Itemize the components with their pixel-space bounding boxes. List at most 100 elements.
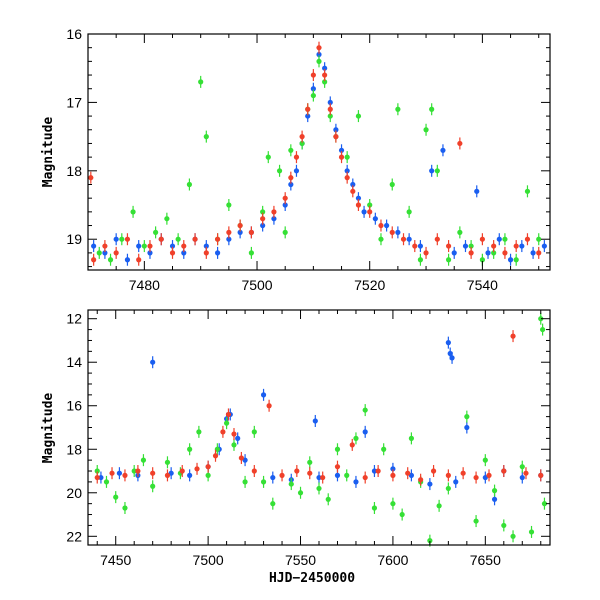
data-point bbox=[122, 472, 128, 478]
data-point bbox=[147, 243, 153, 249]
data-point bbox=[530, 250, 536, 256]
data-point bbox=[186, 181, 193, 188]
data-point bbox=[502, 250, 508, 256]
data-point bbox=[235, 435, 241, 441]
data-point bbox=[445, 485, 451, 492]
data-point bbox=[491, 496, 498, 502]
data-point bbox=[282, 195, 288, 201]
data-point bbox=[468, 243, 474, 249]
data-point bbox=[248, 229, 254, 235]
y-tick-label: 20 bbox=[66, 485, 82, 501]
data-point bbox=[158, 236, 164, 242]
data-point bbox=[513, 243, 519, 249]
data-point bbox=[367, 202, 373, 208]
y-tick-label: 22 bbox=[66, 528, 82, 544]
data-point bbox=[427, 481, 433, 487]
data-point bbox=[187, 446, 193, 452]
data-point bbox=[486, 472, 492, 478]
data-point bbox=[457, 229, 463, 235]
data-point bbox=[169, 243, 176, 249]
data-point bbox=[436, 503, 442, 509]
data-point bbox=[510, 333, 516, 339]
data-point bbox=[320, 474, 326, 481]
data-point bbox=[251, 429, 257, 435]
data-point bbox=[485, 250, 491, 256]
data-point bbox=[538, 316, 544, 322]
data-point bbox=[131, 468, 137, 474]
data-point bbox=[474, 188, 480, 194]
data-point bbox=[384, 222, 390, 229]
data-point bbox=[334, 446, 341, 452]
data-point bbox=[260, 392, 267, 398]
data-point bbox=[305, 106, 311, 112]
x-tick-label: 7550 bbox=[285, 552, 316, 568]
data-point bbox=[434, 236, 440, 242]
data-point bbox=[107, 257, 114, 263]
data-point bbox=[333, 134, 339, 140]
data-point bbox=[378, 236, 384, 242]
data-point bbox=[150, 359, 156, 365]
data-point bbox=[226, 202, 232, 208]
data-point bbox=[299, 134, 305, 140]
data-point bbox=[513, 257, 519, 263]
data-point bbox=[491, 488, 498, 494]
data-point bbox=[187, 472, 193, 478]
data-point bbox=[445, 257, 452, 263]
data-point bbox=[225, 411, 232, 418]
data-point bbox=[541, 243, 547, 249]
y-tick-label: 18 bbox=[66, 441, 82, 457]
data-point bbox=[307, 459, 313, 465]
data-point bbox=[212, 453, 219, 459]
data-point bbox=[338, 147, 345, 153]
data-point bbox=[238, 455, 244, 461]
data-point bbox=[453, 479, 459, 485]
data-point bbox=[381, 446, 387, 452]
data-point bbox=[102, 243, 108, 249]
y-tick-label: 18 bbox=[66, 163, 82, 179]
data-point bbox=[270, 501, 276, 507]
bottom-x-axis-label: HJD−2450000 bbox=[269, 571, 355, 586]
data-point bbox=[124, 236, 131, 242]
data-point bbox=[464, 414, 470, 420]
data-point bbox=[310, 86, 316, 92]
data-point bbox=[271, 216, 277, 222]
data-point bbox=[181, 250, 187, 256]
data-point bbox=[150, 483, 156, 489]
data-point bbox=[417, 257, 424, 263]
data-point bbox=[294, 468, 300, 474]
data-point bbox=[141, 243, 147, 249]
y-tick-label: 16 bbox=[66, 26, 82, 42]
data-point bbox=[355, 113, 362, 119]
data-point bbox=[519, 243, 525, 249]
data-point bbox=[507, 257, 514, 263]
data-point bbox=[496, 236, 502, 242]
data-point bbox=[276, 168, 283, 174]
data-point bbox=[109, 470, 115, 476]
data-point bbox=[130, 209, 136, 215]
data-point bbox=[462, 243, 469, 249]
data-point bbox=[502, 236, 508, 242]
data-point bbox=[260, 222, 266, 229]
data-point bbox=[293, 168, 300, 174]
data-point bbox=[536, 236, 542, 242]
data-point bbox=[362, 429, 368, 435]
data-point bbox=[460, 470, 466, 476]
data-point bbox=[440, 147, 446, 153]
data-point bbox=[214, 250, 221, 256]
data-point bbox=[473, 518, 479, 524]
data-point bbox=[116, 470, 123, 476]
data-point bbox=[316, 51, 322, 58]
data-point bbox=[179, 468, 185, 474]
data-point bbox=[220, 429, 226, 435]
plot-frame bbox=[87, 33, 551, 271]
data-point bbox=[169, 250, 176, 256]
data-point bbox=[231, 442, 237, 448]
data-point bbox=[333, 127, 339, 133]
data-point bbox=[119, 236, 125, 242]
data-point bbox=[327, 99, 333, 106]
data-point bbox=[147, 250, 153, 256]
data-point bbox=[418, 477, 424, 483]
data-point bbox=[523, 470, 529, 476]
data-point bbox=[297, 490, 304, 496]
